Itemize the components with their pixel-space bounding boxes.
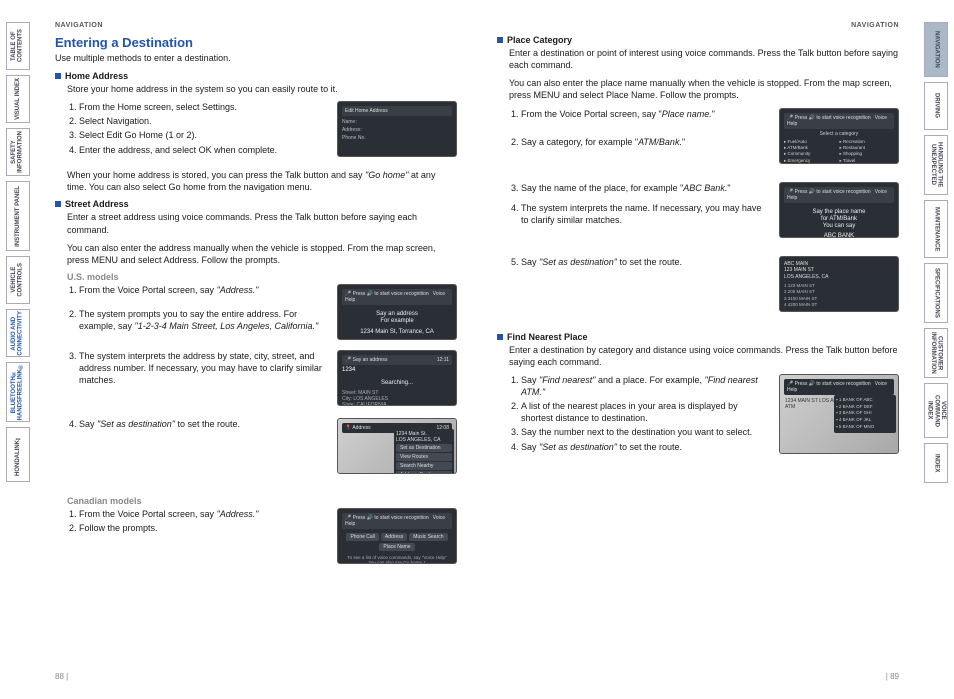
- right-page: NAVIGATION Place Category Enter a destin…: [497, 22, 899, 681]
- page-header-right: NAVIGATION: [497, 22, 899, 29]
- bullet-icon: [497, 334, 503, 340]
- bullet-icon: [55, 201, 61, 207]
- list-item: From the Home screen, select Settings.: [79, 101, 327, 113]
- right-tab-strip: NAVIGATION DRIVING HANDLING THE UNEXPECTED…: [924, 22, 948, 483]
- bullet-icon: [497, 37, 503, 43]
- list-item: Select Navigation.: [79, 115, 327, 127]
- place-category-heading: Place Category: [497, 35, 899, 45]
- fn-desc: Enter a destination by category and dist…: [497, 344, 899, 368]
- nav-tab[interactable]: HANDLING THE UNEXPECTED: [924, 135, 948, 195]
- find-nearest-heading: Find Nearest Place: [497, 332, 899, 342]
- street-desc2: You can also enter the address manually …: [55, 242, 457, 266]
- street-address-heading: Street Address: [55, 199, 457, 209]
- left-page: NAVIGATION Entering a Destination Use mu…: [55, 22, 457, 681]
- list-item: Enter the address, and select OK when co…: [79, 144, 327, 156]
- us-models-heading: U.S. models: [67, 272, 457, 282]
- us-shot3: 📍 Address 12:08 1234 Main St. LOS ANGELE…: [337, 418, 457, 474]
- street-desc1: Enter a street address using voice comma…: [55, 211, 457, 235]
- page-title: Entering a Destination: [55, 35, 457, 50]
- home-address-note: When your home address is stored, you ca…: [55, 169, 457, 193]
- fn-shot: 🎤 Press 🔊 to start voice recognition Voi…: [779, 374, 899, 454]
- nav-tab[interactable]: HONDALINK™: [6, 427, 30, 482]
- nav-tab[interactable]: TABLE OF CONTENTS: [6, 22, 30, 70]
- pc-shot2: 🎤 Press 🔊 to start voice recognition Voi…: [779, 182, 899, 238]
- home-address-heading: Home Address: [55, 71, 457, 81]
- bullet-icon: [55, 73, 61, 79]
- edit-home-screenshot: Edit Home Address Name:Address:Phone No.: [337, 101, 457, 157]
- pc-shot3: ABC MAIN123 MAIN STLOS ANGELES, CA 1 123…: [779, 256, 899, 312]
- page-header-left: NAVIGATION: [55, 22, 457, 29]
- pc-shot1: 🎤 Press 🔊 to start voice recognition Voi…: [779, 108, 899, 164]
- pc-desc2: You can also enter the place name manual…: [497, 77, 899, 101]
- nav-tab[interactable]: AUDIO AND CONNECTIVITY: [6, 309, 30, 357]
- home-address-label: Home Address: [65, 71, 128, 81]
- pc-desc1: Enter a destination or point of interest…: [497, 47, 899, 71]
- list-item: Select Edit Go Home (1 or 2).: [79, 129, 327, 141]
- nav-tab[interactable]: SPECIFICATIONS: [924, 263, 948, 323]
- place-category-label: Place Category: [507, 35, 572, 45]
- nav-tab[interactable]: INSTRUMENT PANEL: [6, 181, 30, 251]
- nav-tab[interactable]: MAINTENANCE: [924, 200, 948, 258]
- left-tab-strip: TABLE OF CONTENTS VISUAL INDEX SAFETY INFO…: [6, 22, 30, 482]
- canadian-shot: 🎤 Press 🔊 to start voice recognition Voi…: [337, 508, 457, 564]
- find-nearest-label: Find Nearest Place: [507, 332, 588, 342]
- nav-tab[interactable]: DRIVING: [924, 82, 948, 130]
- page-number-right: | 89: [886, 672, 899, 681]
- us-shot2: 🎤 Say an address 12:11 1234 Searching...…: [337, 350, 457, 406]
- nav-tab[interactable]: INDEX: [924, 443, 948, 483]
- us-shot1: 🎤 Press 🔊 to start voice recognition Voi…: [337, 284, 457, 340]
- nav-tab[interactable]: BLUETOOTH® HANDSFREELINK®: [6, 362, 30, 422]
- nav-tab[interactable]: VEHICLE CONTROLS: [6, 256, 30, 304]
- home-address-desc: Store your home address in the system so…: [55, 83, 457, 95]
- nav-tab[interactable]: SAFETY INFORMATION: [6, 128, 30, 176]
- nav-tab[interactable]: VISUAL INDEX: [6, 75, 30, 123]
- nav-tab[interactable]: CUSTOMER INFORMATION: [924, 328, 948, 378]
- nav-tab[interactable]: NAVIGATION: [924, 22, 948, 77]
- canadian-heading: Canadian models: [67, 496, 457, 506]
- page-number-left: 88 |: [55, 672, 68, 681]
- nav-tab[interactable]: VOICE COMMAND INDEX: [924, 383, 948, 438]
- intro-text: Use multiple methods to enter a destinat…: [55, 53, 457, 63]
- street-address-label: Street Address: [65, 199, 129, 209]
